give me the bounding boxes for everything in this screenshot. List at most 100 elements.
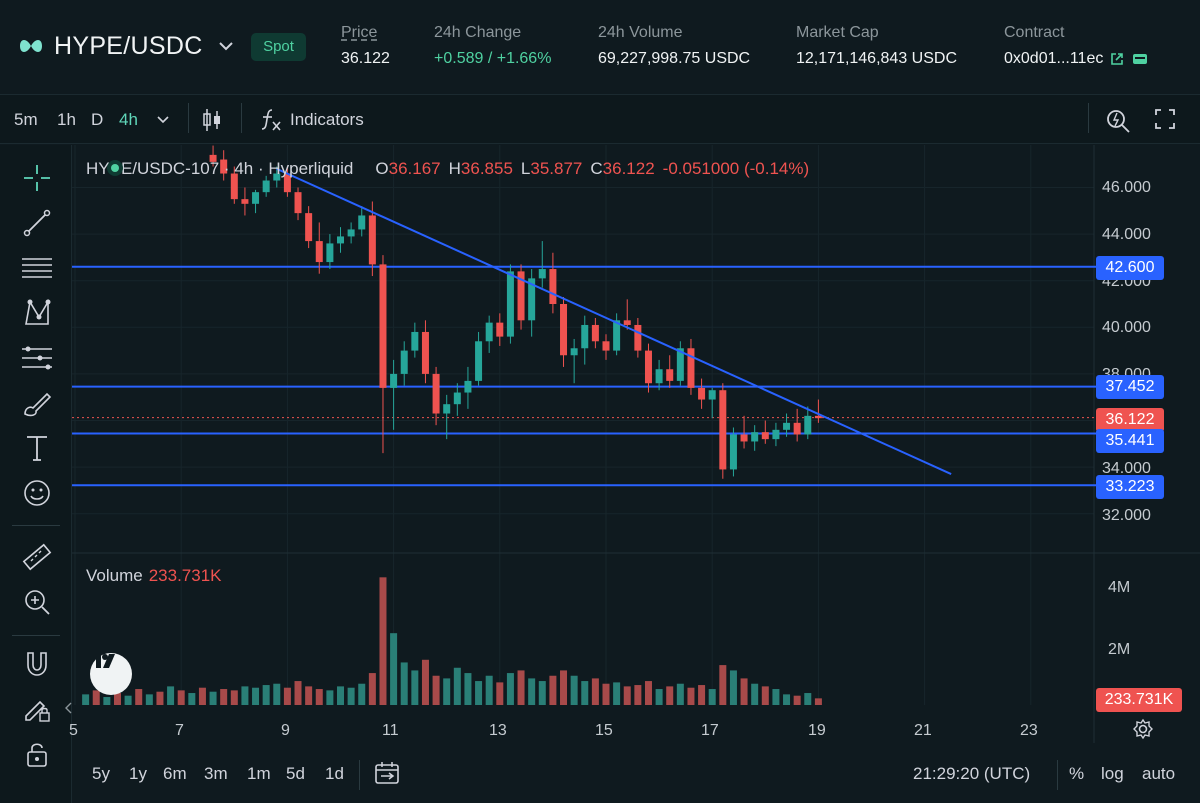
pair-selector[interactable]: HYPE/USDC <box>54 32 203 60</box>
legend-change: -0.051000 (-0.14%) <box>662 159 810 178</box>
stat-label: Market Cap <box>796 24 879 41</box>
candle-body <box>602 341 610 351</box>
candle <box>283 166 291 197</box>
candle <box>687 338 695 395</box>
range-3m[interactable]: 3m <box>204 764 228 783</box>
stat-market-cap: Market Cap 12,171,146,843 USDC <box>796 24 957 68</box>
volume-bar <box>230 690 238 705</box>
volume-bar <box>177 690 185 705</box>
candle-body <box>315 241 323 263</box>
candle-body <box>453 392 461 405</box>
pattern-icon[interactable] <box>19 295 55 331</box>
range-6m[interactable]: 6m <box>163 764 187 783</box>
volume-bar <box>644 681 652 705</box>
volume-bar <box>804 693 812 705</box>
candle-body <box>283 173 291 193</box>
drawing-tools-sidebar <box>0 145 72 803</box>
stat-label: 24h Change <box>434 24 522 41</box>
timeframe-d[interactable]: D <box>91 110 104 129</box>
log-toggle[interactable]: log <box>1101 764 1124 783</box>
range-1y[interactable]: 1y <box>129 764 147 783</box>
volume-bar <box>740 678 748 705</box>
price-chart[interactable]: HYPE/USDC-107 · 4h · Hyperliquid O 36.167… <box>65 145 1200 803</box>
sidebar-divider <box>12 635 60 636</box>
candle <box>230 166 238 204</box>
candle-body <box>464 380 472 393</box>
candle <box>751 425 759 451</box>
trend-line-icon[interactable] <box>19 205 55 241</box>
wallet-icon[interactable] <box>1131 51 1149 67</box>
crosshair-icon[interactable] <box>19 160 55 196</box>
contract-address[interactable]: 0x0d01...11ec <box>1004 50 1104 67</box>
volume-bar <box>453 667 461 705</box>
range-1d[interactable]: 1d <box>325 764 344 783</box>
volume-bar <box>305 686 313 705</box>
external-link-icon[interactable] <box>1109 51 1125 67</box>
tradingview-logo-icon[interactable] <box>90 653 132 695</box>
candle-body <box>390 373 398 388</box>
volume-bar <box>634 685 642 705</box>
lock-pen-icon[interactable] <box>19 691 55 727</box>
zoom-in-icon[interactable] <box>19 584 55 620</box>
volume-bar <box>719 665 727 705</box>
stat-24h-volume: 24h Volume 69,227,998.75 USDC <box>598 24 750 68</box>
candle-body <box>411 331 419 351</box>
candle <box>347 222 355 244</box>
volume-bar <box>188 693 196 705</box>
timeframe-4h[interactable]: 4h <box>119 110 138 129</box>
candle <box>443 394 451 440</box>
chevron-down-icon[interactable] <box>156 115 170 125</box>
volume-bar <box>167 686 175 705</box>
volume-bar <box>570 675 578 705</box>
chevron-left-icon[interactable] <box>64 701 74 715</box>
horizontal-levels <box>72 265 1097 487</box>
range-5y[interactable]: 5y <box>92 764 110 783</box>
chart-canvas[interactable] <box>72 145 1200 803</box>
candle-body <box>305 213 313 242</box>
candle <box>209 145 217 167</box>
legend-high: 36.855 <box>460 159 513 178</box>
indicators-button[interactable]: Indicators <box>290 110 364 129</box>
horizontal-lines-icon[interactable] <box>19 250 55 286</box>
indicators-fx-icon[interactable] <box>260 107 284 133</box>
date-range-icon[interactable] <box>374 760 400 786</box>
auto-toggle[interactable]: auto <box>1142 764 1176 783</box>
candle-body <box>751 432 759 442</box>
timeframe-1h[interactable]: 1h <box>57 110 76 129</box>
candle <box>496 313 504 346</box>
timeframe-5m[interactable]: 5m <box>14 110 38 129</box>
range-1m[interactable]: 1m <box>247 764 271 783</box>
settings-gear-icon[interactable] <box>1132 718 1154 740</box>
candle <box>390 359 398 430</box>
candle-style-icon[interactable] <box>200 106 224 134</box>
chevron-down-icon[interactable] <box>216 36 236 56</box>
volume-bar <box>283 687 291 705</box>
y-tick: 46.000 <box>1102 179 1151 196</box>
candle-body <box>241 199 249 204</box>
ruler-icon[interactable] <box>19 539 55 575</box>
brush-icon[interactable] <box>19 385 55 421</box>
candle <box>814 399 822 423</box>
market-type-badge: Spot <box>251 33 306 61</box>
legend-low: 35.877 <box>530 159 583 178</box>
volume-bar <box>549 675 557 705</box>
lock-icon[interactable] <box>19 736 55 772</box>
candle <box>602 334 610 360</box>
percent-toggle[interactable]: % <box>1069 764 1085 783</box>
emoji-icon[interactable] <box>19 475 55 511</box>
candle-body <box>644 350 652 384</box>
toolbar-divider <box>1088 103 1089 133</box>
magnet-icon[interactable] <box>19 646 55 682</box>
utc-clock[interactable]: 21:29:20 (UTC) <box>913 764 1031 783</box>
volume-bar <box>517 670 525 705</box>
quick-search-icon[interactable] <box>1104 106 1132 134</box>
candle <box>560 297 568 367</box>
candle-body <box>220 159 228 174</box>
fib-icon[interactable] <box>19 340 55 376</box>
range-5d[interactable]: 5d <box>286 764 305 783</box>
x-tick: 15 <box>595 722 613 739</box>
candle <box>538 241 546 288</box>
fullscreen-icon[interactable] <box>1154 108 1176 130</box>
volume-bar <box>485 675 493 705</box>
text-icon[interactable] <box>19 430 55 466</box>
